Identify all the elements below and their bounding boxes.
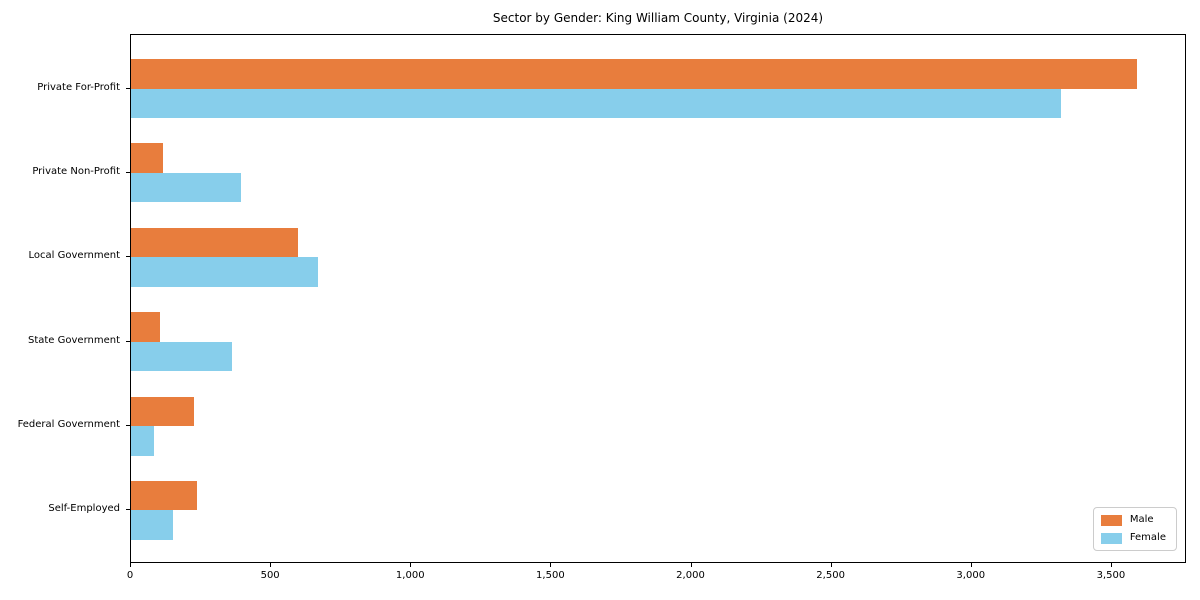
xtick-mark [130, 563, 131, 567]
xtick-mark [1110, 563, 1112, 567]
xtick-mark [690, 563, 692, 567]
bar-male-private-non-profit [131, 143, 163, 173]
bar-male-self-employed [131, 480, 197, 511]
ytick-label-state-government: State Government [27, 334, 120, 346]
xtick-mark [550, 563, 552, 567]
bar-female-self-employed [131, 510, 174, 540]
ytick-label-local-government: Local Government [28, 250, 120, 262]
bar-male-private-for-profit [131, 59, 1138, 89]
legend-entry-female: Female [1100, 532, 1166, 544]
xtick-label-0: 0 [126, 570, 134, 581]
chart-title: Sector by Gender: King William County, V… [492, 11, 824, 25]
bar-female-local-government [131, 257, 319, 287]
xtick-label-1500: 1,500 [536, 570, 565, 581]
xtick-label-500: 500 [260, 570, 280, 581]
xtick-label-2000: 2,000 [676, 570, 705, 581]
bar-male-federal-government [131, 396, 195, 427]
ytick-label-self-employed: Self-Employed [48, 503, 120, 515]
xtick-mark [970, 563, 972, 567]
bar-male-local-government [131, 227, 298, 258]
ytick-mark [126, 171, 130, 173]
ytick-mark [126, 340, 130, 342]
male-legend-swatch [1100, 514, 1122, 526]
xtick-label-3000: 3,000 [956, 570, 986, 581]
bar-male-state-government [131, 312, 161, 342]
ytick-mark [126, 256, 130, 258]
legend-entry-male: Male [1100, 514, 1166, 526]
xtick-label-2500: 2,500 [816, 570, 845, 581]
xtick-mark [410, 563, 412, 567]
bar-female-private-non-profit [131, 172, 242, 203]
ytick-label-federal-government: Federal Government [17, 419, 120, 431]
xtick-mark [270, 563, 272, 567]
plot-area: Male Female [130, 34, 1186, 563]
ytick-label-private-non-profit: Private Non-Profit [32, 165, 120, 177]
ytick-mark [126, 87, 130, 89]
ytick-mark [126, 509, 130, 511]
bar-female-federal-government [131, 426, 155, 456]
xtick-label-1000: 1,000 [395, 570, 425, 581]
bar-female-state-government [131, 341, 233, 372]
bar-female-private-for-profit [131, 88, 1062, 119]
ytick-mark [126, 425, 130, 427]
legend-label-male: Male [1129, 514, 1154, 525]
legend: Male Female [1092, 507, 1177, 551]
xtick-mark [830, 563, 832, 567]
legend-label-female: Female [1129, 532, 1166, 543]
ytick-label-private-for-profit: Private For-Profit [37, 81, 120, 93]
female-legend-swatch [1100, 532, 1122, 544]
xtick-label-3500: 3,500 [1096, 570, 1126, 581]
